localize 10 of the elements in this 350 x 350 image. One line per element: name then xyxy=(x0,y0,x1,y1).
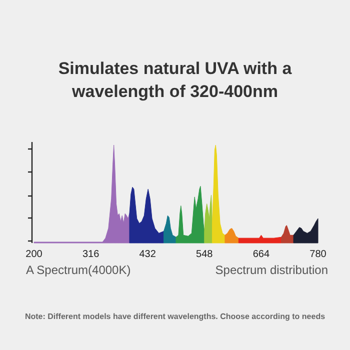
x-tick-label: 664 xyxy=(252,249,270,260)
text: A Spectrum(4000K) xyxy=(26,263,131,277)
x-tick-label: 316 xyxy=(82,249,100,260)
x-tick-label: 780 xyxy=(310,249,327,260)
x-tick-label: 432 xyxy=(139,249,156,260)
text: Note: Different models have different wavelengths. Choose according to needs xyxy=(24,312,326,321)
chart-title: Simulates natural UVA with a wavelength of 320-400nm xyxy=(58,59,292,101)
x-tick-label: 548 xyxy=(196,249,214,260)
text: Spectrum distribution xyxy=(215,263,328,277)
x-tick-label: 200 xyxy=(26,249,43,260)
